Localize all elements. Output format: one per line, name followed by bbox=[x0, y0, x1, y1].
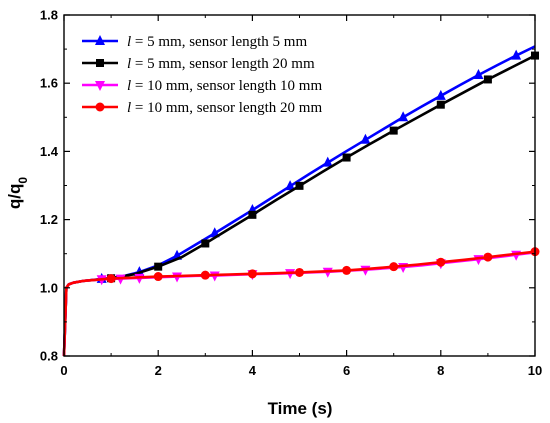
series-2-point-9 bbox=[483, 75, 492, 84]
series-4-point-2 bbox=[153, 272, 163, 282]
y-axis-title: q/q0 bbox=[5, 177, 30, 210]
series-2-point-4 bbox=[248, 210, 257, 219]
legend-entry-3: l = 10 mm, sensor length 10 mm bbox=[82, 78, 322, 94]
series-2-point-8 bbox=[436, 100, 445, 109]
series-2-point-3 bbox=[201, 239, 210, 248]
series-4-point-1 bbox=[106, 274, 116, 284]
legend-label-variable: l bbox=[127, 100, 131, 116]
legend-entry-1: l = 5 mm, sensor length 5 mm bbox=[82, 34, 307, 50]
series-4-point-6 bbox=[342, 265, 352, 275]
y-tick-label: 1.6 bbox=[40, 76, 58, 91]
x-tick-label: 8 bbox=[437, 363, 444, 378]
y-axis-title-subscript: 0 bbox=[16, 177, 30, 184]
series-4-point-3 bbox=[200, 270, 210, 280]
legend-label-text: = 5 mm, sensor length 20 mm bbox=[131, 56, 315, 72]
series-1-point-7 bbox=[322, 156, 333, 167]
series-4-point-7 bbox=[389, 262, 399, 272]
y-tick-label: 1.0 bbox=[40, 280, 58, 295]
x-tick-label: 10 bbox=[528, 363, 542, 378]
legend-label-text: = 5 mm, sensor length 5 mm bbox=[131, 34, 307, 50]
legend-label: l = 10 mm, sensor length 10 mm bbox=[127, 78, 322, 94]
legend-swatch-marker bbox=[95, 81, 105, 91]
legend-label-variable: l bbox=[127, 56, 131, 72]
series-4-point-4 bbox=[247, 269, 257, 279]
y-axis-title-main: q/q bbox=[5, 184, 24, 210]
series-layer bbox=[62, 45, 540, 357]
legend-label: l = 5 mm, sensor length 20 mm bbox=[127, 56, 315, 72]
legend: l = 5 mm, sensor length 5 mml = 5 mm, se… bbox=[82, 34, 322, 116]
series-2-point-6 bbox=[342, 153, 351, 162]
legend-label: l = 10 mm, sensor length 20 mm bbox=[127, 100, 322, 116]
series-1-point-6 bbox=[285, 180, 296, 191]
series-4-point-9 bbox=[483, 252, 493, 262]
legend-swatch-marker bbox=[95, 102, 105, 112]
series-1-point-11 bbox=[473, 69, 484, 80]
legend-label: l = 5 mm, sensor length 5 mm bbox=[127, 34, 307, 50]
series-4-point-5 bbox=[295, 267, 304, 277]
x-axis-title: Time (s) bbox=[268, 399, 333, 418]
legend-swatch-marker bbox=[96, 59, 104, 67]
series-1-point-10 bbox=[435, 89, 446, 100]
x-tick-label: 2 bbox=[155, 363, 162, 378]
y-tick-label: 1.2 bbox=[40, 212, 58, 227]
y-tick-label: 1.4 bbox=[40, 144, 59, 159]
series-1-point-8 bbox=[360, 133, 371, 144]
legend-entry-4: l = 10 mm, sensor length 20 mm bbox=[82, 100, 322, 116]
legend-label-text: = 10 mm, sensor length 20 mm bbox=[131, 100, 322, 116]
y-tick-label: 1.8 bbox=[40, 8, 58, 23]
tick-layer: 0 2 4 6 8 10 0.8 1.0 1.2 1.4 1.6 1.8 bbox=[40, 8, 542, 379]
series-1-point-12 bbox=[511, 49, 522, 60]
y-tick-label: 0.8 bbox=[40, 349, 58, 364]
legend-label-text: = 10 mm, sensor length 10 mm bbox=[131, 78, 322, 94]
series-4-point-8 bbox=[436, 257, 446, 267]
series-1-point-9 bbox=[398, 111, 409, 122]
x-tick-label: 6 bbox=[343, 363, 350, 378]
x-tick-label: 4 bbox=[249, 363, 257, 378]
x-tick-label: 0 bbox=[60, 363, 67, 378]
series-2-point-7 bbox=[389, 126, 398, 135]
legend-swatch-marker bbox=[95, 35, 105, 45]
legend-entry-2: l = 5 mm, sensor length 20 mm bbox=[82, 56, 315, 72]
series-2-point-5 bbox=[295, 181, 304, 190]
legend-label-variable: l bbox=[127, 34, 131, 50]
legend-label-variable: l bbox=[127, 78, 131, 94]
series-2-point-2 bbox=[154, 262, 163, 271]
